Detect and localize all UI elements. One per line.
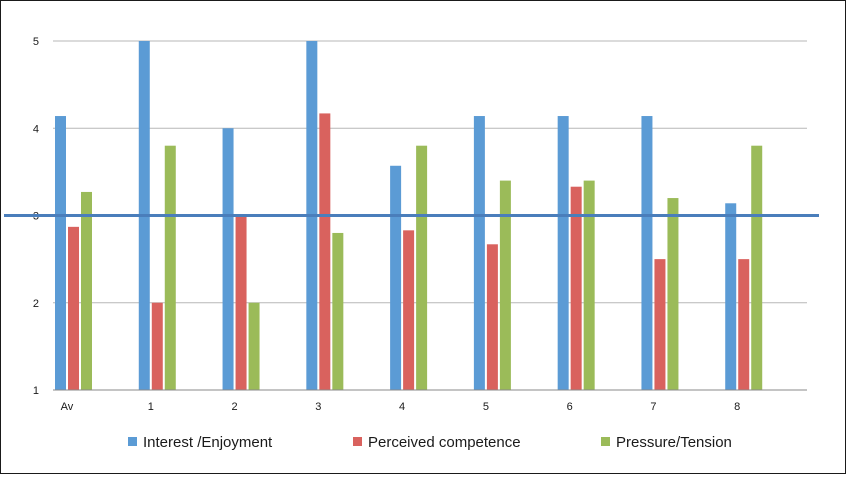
bar [584,181,595,390]
legend-label: Interest /Enjoyment [143,434,273,451]
x-tick-label: 3 [315,401,321,413]
bar [558,116,569,390]
legend-swatch [353,437,362,446]
bar [725,203,736,390]
bar [474,116,485,390]
bar [654,259,665,390]
bar [390,166,401,390]
y-tick-label: 1 [33,385,39,397]
bar [165,146,176,390]
y-tick-label: 4 [33,123,39,135]
legend-label: Perceived competence [368,434,521,451]
bar [487,244,498,390]
legend-swatch [601,437,610,446]
bar [751,146,762,390]
bar [641,116,652,390]
bar [416,146,427,390]
y-tick-label: 2 [33,298,39,310]
x-tick-label: 5 [483,401,489,413]
x-tick-label: 1 [148,401,154,413]
x-tick-label: 8 [734,401,740,413]
bar [500,181,511,390]
x-tick-label: 7 [650,401,656,413]
x-tick-label: 4 [399,401,405,413]
bar [68,227,79,390]
bar [403,230,414,390]
x-tick-label: 6 [567,401,573,413]
legend: Interest /Enjoyment Perceived competence P… [128,434,732,451]
x-axis-ticks: Av 1 2 3 4 5 6 7 8 [61,401,741,413]
bar [152,303,163,390]
bar [667,198,678,390]
legend-swatch [128,437,137,446]
bar [332,233,343,390]
bar [249,303,260,390]
bar [223,128,234,390]
bar [55,116,66,390]
bar [236,216,247,391]
y-tick-label: 5 [33,36,39,48]
legend-label: Pressure/Tension [616,434,732,451]
bar [571,187,582,390]
x-tick-label: Av [61,401,74,413]
bar [81,192,92,390]
bar [738,259,749,390]
bar [319,113,330,390]
x-tick-label: 2 [231,401,237,413]
